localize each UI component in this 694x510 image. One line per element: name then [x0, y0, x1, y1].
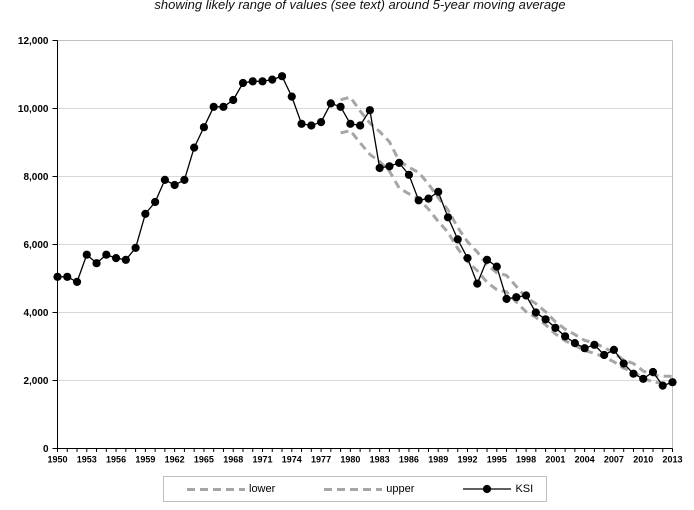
x-tick-label: 1998 — [516, 455, 536, 465]
upper-dash-sample-icon — [324, 487, 383, 491]
x-tick-label: 1977 — [311, 455, 331, 465]
y-tick-label: 10,000 — [18, 104, 49, 115]
x-axis-labels: 1950 1953 1956 1959 1962 1965 1968 1971 1974 1977… — [47, 455, 682, 465]
x-tick-label: 1983 — [370, 455, 390, 465]
y-axis-ticks-labels: 0 2,000 4,000 6,000 8,000 10,000 12,000 — [18, 36, 58, 455]
y-tick-label: 6,000 — [23, 240, 48, 251]
x-tick-label: 1986 — [399, 455, 419, 465]
horizontal-gridlines — [57, 108, 673, 381]
x-tick-label: 1971 — [252, 455, 272, 465]
x-tick-label: 1995 — [487, 455, 507, 465]
ksi-line-sample-icon — [463, 484, 512, 494]
y-tick-label: 2,000 — [23, 376, 48, 387]
x-tick-label: 1953 — [77, 455, 97, 465]
legend-label-lower: lower — [249, 482, 276, 495]
x-tick-label: 2007 — [604, 455, 624, 465]
x-tick-label: 2001 — [545, 455, 565, 465]
x-tick-label: 1965 — [194, 455, 214, 465]
x-tick-label: 1992 — [457, 455, 477, 465]
x-tick-label: 1959 — [135, 455, 155, 465]
x-tick-label: 2013 — [662, 455, 682, 465]
legend-item-lower: lower — [186, 482, 276, 495]
x-tick-label: 1989 — [428, 455, 448, 465]
legend-label-upper: upper — [386, 482, 415, 495]
x-tick-label: 1956 — [106, 455, 126, 465]
legend-label-ksi: KSI — [515, 482, 534, 495]
chart-legend: lower upper KSI — [163, 476, 547, 502]
series-ksi — [53, 72, 677, 390]
y-tick-label: 4,000 — [23, 308, 48, 319]
series-upper — [340, 95, 673, 378]
x-tick-label: 1980 — [340, 455, 360, 465]
x-tick-label: 2010 — [633, 455, 653, 465]
y-tick-label: 0 — [43, 444, 49, 455]
y-tick-label: 12,000 — [18, 36, 49, 47]
x-tick-label: 1968 — [223, 455, 243, 465]
chart-subtitle: showing likely range of values (see text… — [154, 0, 566, 12]
x-axis-ticks — [57, 448, 673, 452]
lower-dash-sample-icon — [187, 487, 245, 491]
legend-item-upper: upper — [323, 482, 415, 495]
x-tick-label: 1962 — [165, 455, 185, 465]
legend-item-ksi: KSI — [462, 483, 533, 495]
x-tick-label: 1974 — [282, 455, 302, 465]
series-lower — [340, 129, 673, 385]
x-tick-label: 1950 — [47, 455, 67, 465]
y-tick-label: 8,000 — [23, 172, 48, 183]
x-tick-label: 2004 — [575, 455, 595, 465]
